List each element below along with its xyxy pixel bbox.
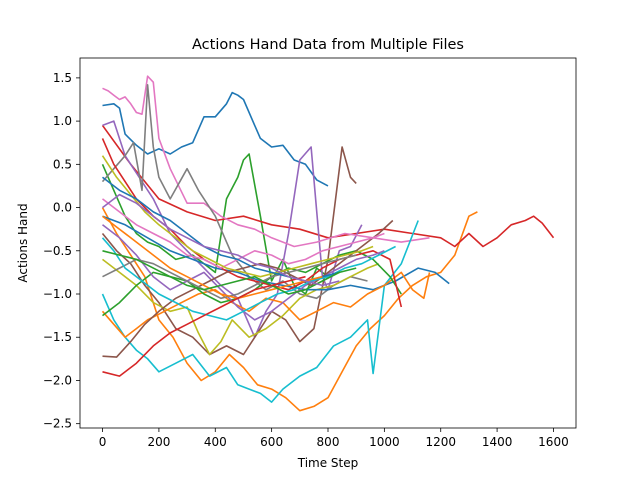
series-line-4 xyxy=(101,124,555,248)
y-tick-label: 1.0 xyxy=(53,114,72,128)
y-tick-label: 0.5 xyxy=(53,157,72,171)
series-line-9 xyxy=(102,258,379,356)
y-axis: −2.5 −2.0 −1.5 −1.0 −0.5 0.0 0.5 1.0 1.5 xyxy=(43,71,80,431)
series-line-16 xyxy=(102,219,394,358)
series-line-24 xyxy=(102,275,306,377)
series-line-15 xyxy=(102,224,385,321)
series-line-19 xyxy=(101,155,374,278)
chart-title: Actions Hand Data from Multiple Files xyxy=(192,37,464,53)
x-tick-label: 0 xyxy=(99,435,107,449)
y-tick-label: −1.5 xyxy=(43,330,72,344)
x-tick-label: 1600 xyxy=(538,435,569,449)
x-tick-label: 600 xyxy=(260,435,283,449)
y-tick-label: −2.5 xyxy=(43,417,72,431)
y-tick-label: −2.0 xyxy=(43,373,72,387)
series-line-25 xyxy=(102,193,340,287)
series-line-7 xyxy=(102,75,430,248)
x-tick-label: 1400 xyxy=(482,435,513,449)
x-tick-label: 1200 xyxy=(425,435,456,449)
series-line-10 xyxy=(101,220,419,403)
series-line-22 xyxy=(102,215,323,300)
x-axis-label: Time Step xyxy=(297,456,359,470)
series-line-17 xyxy=(102,198,385,269)
plot-area xyxy=(101,75,555,412)
series-line-12 xyxy=(101,271,431,339)
series-line-8 xyxy=(101,84,368,300)
series-line-20 xyxy=(101,237,396,321)
series-layer xyxy=(101,75,555,412)
y-tick-label: −0.5 xyxy=(43,244,72,258)
x-tick-label: 800 xyxy=(317,435,340,449)
series-line-2 xyxy=(101,207,478,412)
y-tick-label: 1.5 xyxy=(53,71,72,85)
x-tick-label: 1000 xyxy=(369,435,400,449)
x-tick-label: 400 xyxy=(204,435,227,449)
series-line-23 xyxy=(102,250,357,295)
y-axis-label: Actions Hand xyxy=(16,203,30,282)
series-line-1 xyxy=(102,91,329,187)
y-tick-label: 0.0 xyxy=(53,201,72,215)
y-tick-label: −1.0 xyxy=(43,287,72,301)
x-tick-label: 200 xyxy=(147,435,170,449)
x-axis: 0 200 400 600 800 1000 1200 1400 1600 xyxy=(99,428,569,449)
